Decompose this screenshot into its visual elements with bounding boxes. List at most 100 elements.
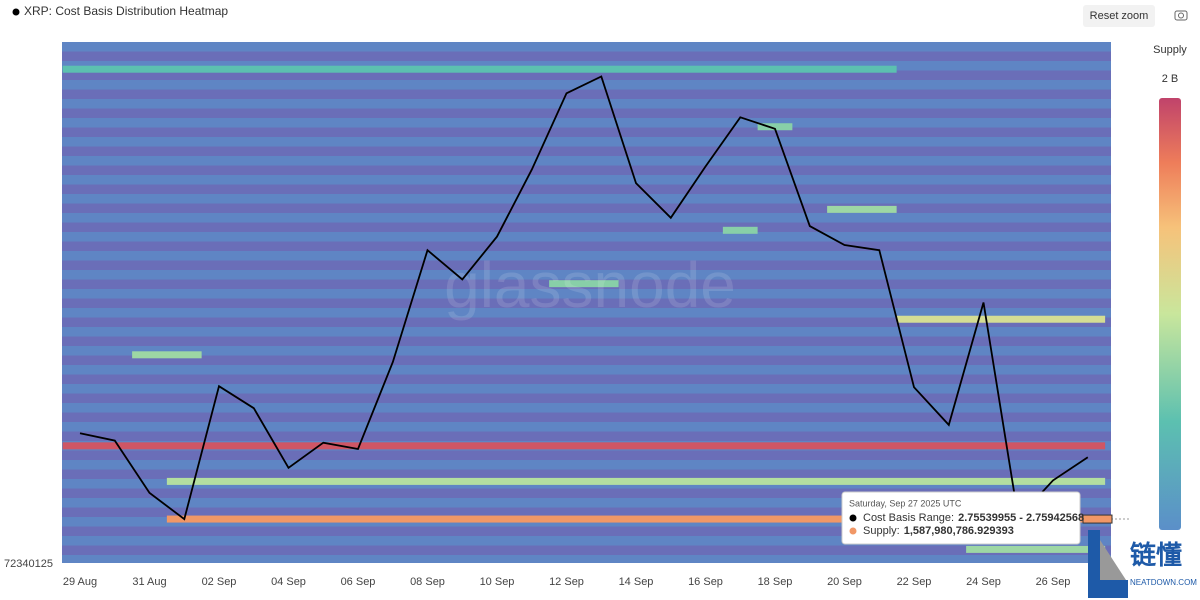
heatmap-band — [896, 315, 1106, 323]
x-tick-label: 10 Sep — [480, 576, 515, 588]
heatmap-row — [62, 412, 1111, 422]
heatmap-row — [62, 194, 1111, 204]
tooltip-dot — [849, 527, 857, 535]
tooltip-line: Supply: 1,587,980,786.929393 — [863, 525, 1014, 537]
heatmap-row — [62, 422, 1111, 432]
heatmap-row — [62, 222, 1111, 232]
heatmap-row — [62, 545, 1111, 555]
heatmap-row — [62, 203, 1111, 213]
x-tick-label: 18 Sep — [758, 576, 793, 588]
heatmap-band — [166, 515, 1106, 523]
heatmap-row — [62, 431, 1111, 441]
heatmap-row — [62, 146, 1111, 156]
heatmap-row — [62, 346, 1111, 356]
title-dot — [12, 8, 20, 16]
heatmap-row — [62, 460, 1111, 470]
price-line — [79, 75, 1089, 521]
heatmap-row — [62, 175, 1111, 185]
x-tick-label: 16 Sep — [688, 576, 723, 588]
heatmap-row — [62, 507, 1111, 517]
reset-zoom-label[interactable]: Reset zoom — [1090, 10, 1149, 22]
heatmap-row — [62, 555, 1111, 563]
heatmap-row — [62, 536, 1111, 546]
logo: 链懂 NEATDOWN.COM — [1088, 530, 1197, 598]
hover-highlight — [1082, 514, 1113, 524]
x-tick-label: 14 Sep — [619, 576, 654, 588]
heatmap-row — [62, 89, 1111, 99]
chart-title: XRP: Cost Basis Distribution Heatmap — [24, 4, 228, 18]
tooltip-label: Supply: — [863, 525, 900, 537]
watermark: glassnode — [444, 249, 736, 321]
heatmap-band — [62, 65, 897, 73]
colorbar-title: Supply — [1153, 44, 1187, 56]
tooltip-value: 1,587,980,786.929393 — [904, 525, 1014, 537]
heatmap-row — [62, 365, 1111, 375]
heatmap-band — [827, 205, 897, 213]
heatmap-row — [62, 251, 1111, 261]
tooltip-date: Saturday, Sep 27 2025 UTC — [849, 498, 962, 508]
x-tick-label: 26 Sep — [1036, 576, 1071, 588]
heatmap-row — [62, 241, 1111, 251]
tooltip-box — [841, 491, 1081, 545]
heatmap-row — [62, 327, 1111, 337]
x-tick-label: 29 Aug — [63, 576, 97, 588]
heatmap-row — [62, 336, 1111, 346]
heatmap-row — [62, 374, 1111, 384]
tooltip-line: Cost Basis Range: 2.75539955 - 2.75942568 — [863, 512, 1084, 524]
corner-label: 72340125 — [4, 558, 53, 570]
x-tick-label: 31 Aug — [132, 576, 166, 588]
heatmap-row — [62, 450, 1111, 460]
x-tick-label: 12 Sep — [549, 576, 584, 588]
heatmap-band — [549, 280, 619, 288]
heatmap-row — [62, 156, 1111, 166]
heatmap-row — [62, 127, 1111, 137]
heatmap-row — [62, 317, 1111, 327]
tooltip: Saturday, Sep 27 2025 UTC Cost Basis Rang… — [841, 491, 1084, 545]
heatmap-row — [62, 526, 1111, 536]
heatmap-row — [62, 108, 1111, 118]
x-tick-label: 04 Sep — [271, 576, 306, 588]
x-tick-label: 02 Sep — [202, 576, 237, 588]
x-tick-label: 06 Sep — [341, 576, 376, 588]
heatmap-row — [62, 232, 1111, 242]
reset-zoom[interactable] — [1083, 5, 1155, 27]
heatmap-row — [62, 80, 1111, 90]
heatmap-band — [166, 477, 1106, 485]
heatmap-band — [966, 545, 1106, 553]
tooltip-value: 2.75539955 - 2.75942568 — [958, 512, 1084, 524]
heatmap-band — [757, 123, 793, 131]
heatmap-row — [62, 298, 1111, 308]
logo-sub: NEATDOWN.COM — [1130, 578, 1197, 587]
heatmap-band — [62, 442, 1106, 450]
heatmap-band — [722, 226, 758, 234]
tooltip-dot — [849, 514, 857, 522]
heatmap-row — [62, 308, 1111, 318]
heatmap-row — [62, 498, 1111, 508]
heatmap-row — [62, 469, 1111, 479]
heatmap-row — [62, 70, 1111, 80]
colorbar — [1159, 98, 1181, 530]
heatmap-row — [62, 393, 1111, 403]
x-tick-label: 24 Sep — [966, 576, 1001, 588]
logo-text: 链懂 — [1130, 540, 1182, 570]
heatmap-row — [62, 184, 1111, 194]
heatmap-row — [62, 51, 1111, 61]
heatmap-row — [62, 165, 1111, 175]
heatmap-bands — [62, 65, 1106, 553]
heatmap-row — [62, 137, 1111, 147]
heatmap-row — [62, 99, 1111, 109]
heatmap-band — [132, 351, 202, 359]
heatmap-row — [62, 260, 1111, 270]
camera-icon[interactable] — [1174, 10, 1188, 21]
heatmap-row — [62, 42, 1111, 52]
heatmap-row — [62, 384, 1111, 394]
heatmap-row — [62, 270, 1111, 280]
x-tick-label: 08 Sep — [410, 576, 445, 588]
colorbar-tick: 2 B — [1162, 73, 1179, 85]
heatmap-row — [62, 213, 1111, 223]
heatmap-row — [62, 355, 1111, 365]
heatmap-row — [62, 118, 1111, 128]
x-tick-label: 22 Sep — [897, 576, 932, 588]
tooltip-label: Cost Basis Range: — [863, 512, 954, 524]
